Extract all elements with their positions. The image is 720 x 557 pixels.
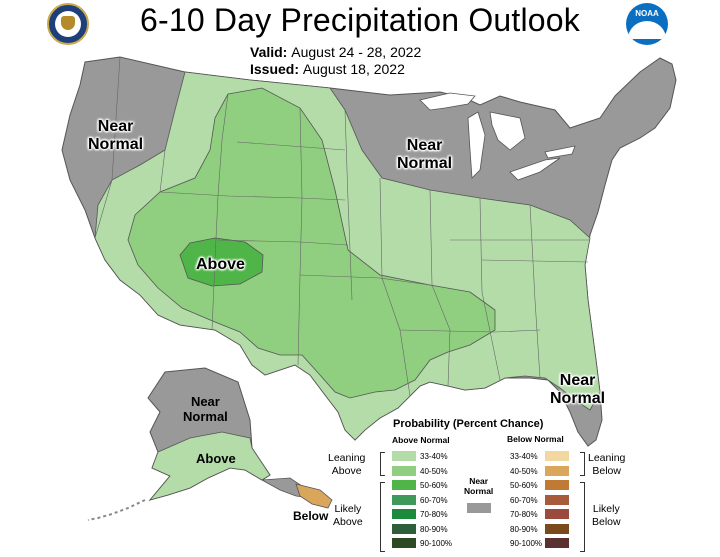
legend-below-bin-swatch (545, 480, 569, 490)
noaa-logo-text: NOAA (635, 9, 659, 18)
legend-below-bin-label: 60-70% (510, 495, 538, 505)
brace-leaning-below (580, 452, 585, 476)
above-50-60-region (179, 237, 264, 287)
issued-label: Issued: (250, 61, 300, 77)
brace-likely-below (580, 482, 585, 552)
legend-below-bin-label: 33-40% (510, 452, 538, 461)
aleutian-islands (87, 499, 146, 521)
legend-above-bin-swatch (392, 465, 416, 476)
legend-below-bin-swatch (545, 465, 569, 476)
legend-leaning-above: Leaning Above (328, 452, 366, 477)
issued-date: August 18, 2022 (302, 61, 405, 77)
legend-above-bin-swatch (392, 451, 416, 461)
legend-below-bin-swatch (545, 523, 569, 534)
date-block: Valid: August 24 - 28, 2022 Issued: Augu… (250, 44, 421, 78)
valid-dates: August 24 - 28, 2022 (291, 44, 422, 60)
legend-near-normal-swatch (467, 503, 491, 513)
noaa-logo: NOAA (626, 3, 668, 45)
legend-likely-below: Likely Below (592, 503, 621, 528)
alaska-above-region (148, 431, 271, 501)
legend-leaning-below: Leaning Below (588, 452, 626, 477)
lake-erie (509, 157, 561, 181)
legend-likely-above: Likely Above (333, 503, 363, 528)
legend-below-heading: Below Normal (507, 434, 564, 444)
legend-above-bin-swatch (392, 509, 416, 519)
legend-above-bin-swatch (392, 480, 416, 490)
label-near-normal-alaska: Near Normal (183, 394, 228, 424)
label-above-four-corners: Above (196, 256, 245, 273)
legend-above-bin-swatch (392, 523, 416, 534)
legend-above-bin-swatch (392, 538, 416, 548)
valid-label: Valid: (250, 44, 288, 60)
noaa-bird-icon (628, 21, 666, 39)
legend-above-bin-label: 80-90% (420, 524, 448, 534)
lake-ontario (544, 145, 576, 159)
label-near-normal-west: Near Normal (88, 118, 144, 153)
legend-below-bin-swatch (545, 451, 569, 461)
lake-huron (489, 111, 526, 151)
legend-below-bin-label: 80-90% (510, 524, 538, 534)
state-boundaries (94, 56, 590, 397)
legend-above-heading: Above Normal (392, 435, 450, 445)
legend-below-bin-swatch (545, 494, 569, 505)
legend-below-bin-swatch (545, 538, 569, 548)
legend-below-bin-swatch (545, 509, 569, 519)
label-near-normal-midwest: Near Normal (397, 137, 453, 172)
commerce-department-seal (47, 3, 89, 45)
legend-below-bin-label: 90-100% (510, 539, 543, 548)
page-title: 6-10 Day Precipitation Outlook (140, 2, 580, 38)
legend-above-bin-swatch (392, 494, 416, 505)
eagle-shield-icon (61, 16, 75, 30)
legend-above-bin-label: 90-100% (420, 539, 453, 548)
label-above-alaska: Above (196, 451, 236, 466)
label-near-normal-southeast: Near Normal (550, 372, 606, 407)
legend-above-bin-label: 60-70% (420, 495, 448, 505)
brace-likely-above (380, 482, 385, 552)
legend-title: Probability (Percent Chance) (393, 418, 544, 430)
alaska-panhandle-below-region (295, 483, 333, 509)
legend-near-normal-label: Near Normal (464, 476, 494, 496)
legend-above-bin-label: 50-60% (420, 481, 448, 490)
lake-michigan (467, 111, 486, 179)
legend-below-bin-label: 40-50% (510, 466, 538, 476)
legend-above-bin-label: 33-40% (420, 452, 448, 461)
lake-superior (419, 92, 476, 111)
legend-below-bin-label: 70-80% (510, 510, 538, 519)
legend-above-bin-label: 40-50% (420, 466, 448, 476)
brace-leaning-above (380, 452, 385, 476)
legend-below-bin-label: 50-60% (510, 481, 538, 490)
label-below-alaska-panhandle: Below (293, 509, 329, 523)
legend-above-bin-label: 70-80% (420, 510, 448, 519)
